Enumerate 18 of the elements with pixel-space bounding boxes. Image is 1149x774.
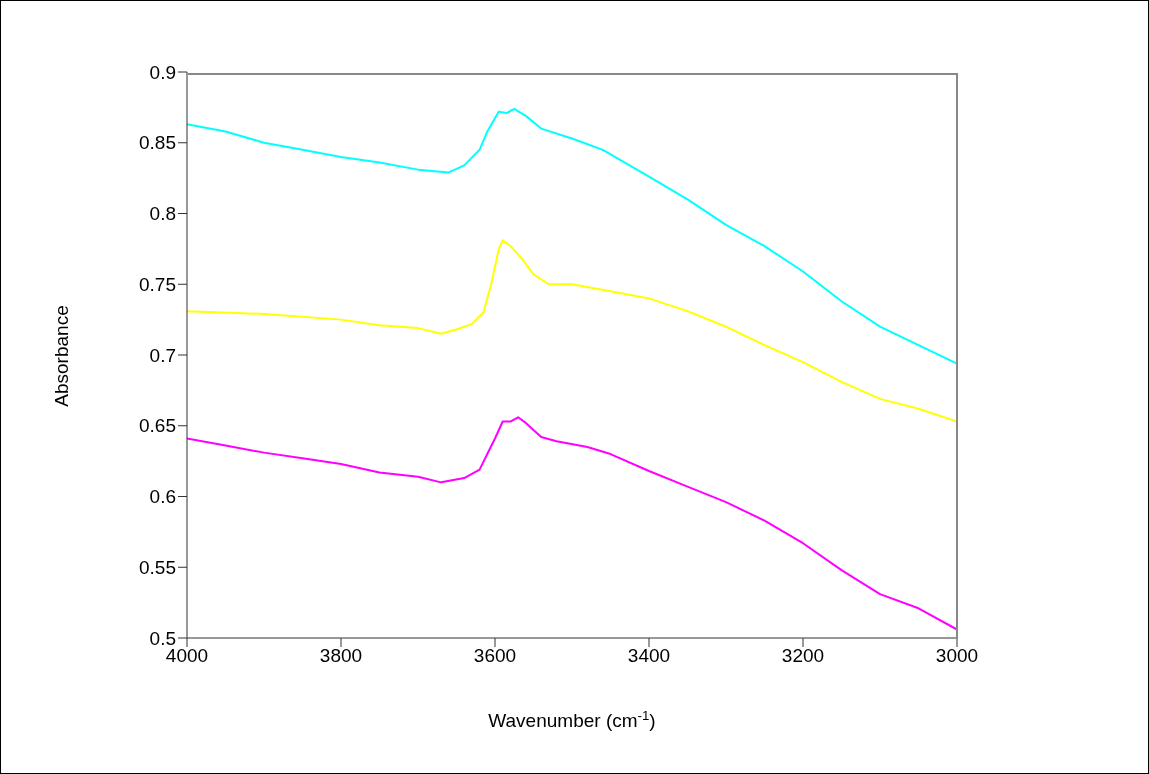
y-tick-label: 0.85 [139,132,176,154]
x-tick-label: 3400 [627,645,671,667]
y-tick-label: 0.7 [149,344,176,366]
y-tick-label: 0.75 [139,273,176,295]
line-series [187,239,957,423]
y-tick-label: 0.6 [149,486,176,508]
y-tick-label: 0.55 [139,556,176,578]
y-axis-title: Absorbance [51,305,72,407]
line-series [187,107,957,365]
x-tick-label: 3000 [935,645,979,667]
x-tick-label: 3800 [319,645,363,667]
y-tick-label: 0.65 [139,415,176,437]
x-tick-label: 3600 [473,645,517,667]
y-tick-label: 0.9 [149,61,176,83]
line-series [187,416,957,631]
x-axis-title: Wavenumber (cm$^{-1}$) [488,707,656,731]
x-tick-label: 3200 [781,645,825,667]
y-tick-label: 0.8 [149,203,176,225]
